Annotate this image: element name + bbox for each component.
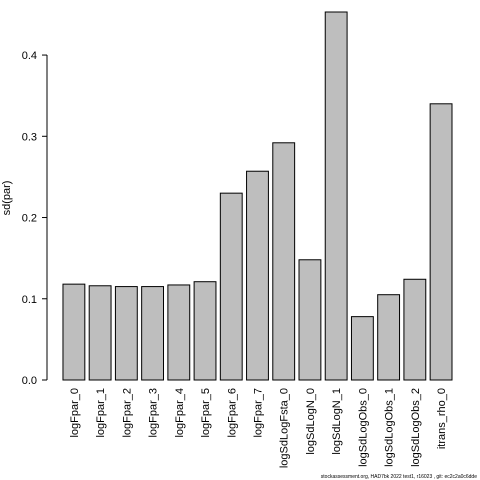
x-tick-label: logSdLogObs_2 bbox=[410, 388, 422, 467]
y-tick-label: 0.2 bbox=[22, 213, 37, 225]
y-tick-label: 0.4 bbox=[22, 50, 37, 62]
bar bbox=[114, 286, 138, 381]
x-tick-label: logFpar_6 bbox=[226, 388, 238, 438]
bar bbox=[350, 316, 374, 381]
y-axis-label: sd(par) bbox=[1, 181, 13, 216]
x-tick-label: logSdLogN_1 bbox=[331, 388, 343, 455]
x-tick-label: logFpar_3 bbox=[148, 388, 160, 438]
x-tick-label: itrans_rho_0 bbox=[436, 388, 448, 449]
bar bbox=[219, 192, 243, 381]
x-tick-label: logFpar_2 bbox=[121, 388, 133, 438]
bar bbox=[298, 259, 322, 381]
y-tick-label: 0.3 bbox=[22, 131, 37, 143]
x-tick-label: logFpar_7 bbox=[252, 388, 264, 438]
x-tick-label: logFpar_1 bbox=[95, 388, 107, 438]
x-tick-label: logSdLogFsta_0 bbox=[279, 388, 291, 468]
x-tick-label: logSdLogObs_0 bbox=[357, 388, 369, 467]
x-tick-label: logFpar_4 bbox=[174, 388, 186, 438]
x-tick-label: logSdLogObs_1 bbox=[384, 388, 396, 467]
x-tick-label: logFpar_0 bbox=[69, 388, 81, 438]
bar bbox=[62, 283, 86, 381]
bar bbox=[193, 281, 217, 381]
bar bbox=[88, 285, 112, 381]
bar bbox=[324, 11, 348, 381]
y-tick-label: 0.1 bbox=[22, 294, 37, 306]
bar bbox=[403, 278, 427, 381]
x-tick-label: logSdLogN_0 bbox=[305, 388, 317, 455]
bar bbox=[429, 103, 453, 381]
y-tick-label: 0.0 bbox=[22, 375, 37, 387]
bar bbox=[141, 286, 165, 381]
bar bbox=[272, 142, 296, 381]
bar bbox=[167, 284, 191, 381]
x-tick-label: logFpar_5 bbox=[200, 388, 212, 438]
bar bbox=[377, 294, 401, 381]
bar bbox=[246, 170, 269, 381]
footer: stockassessment.org, HAD7bk 2022 test1, … bbox=[321, 474, 477, 480]
